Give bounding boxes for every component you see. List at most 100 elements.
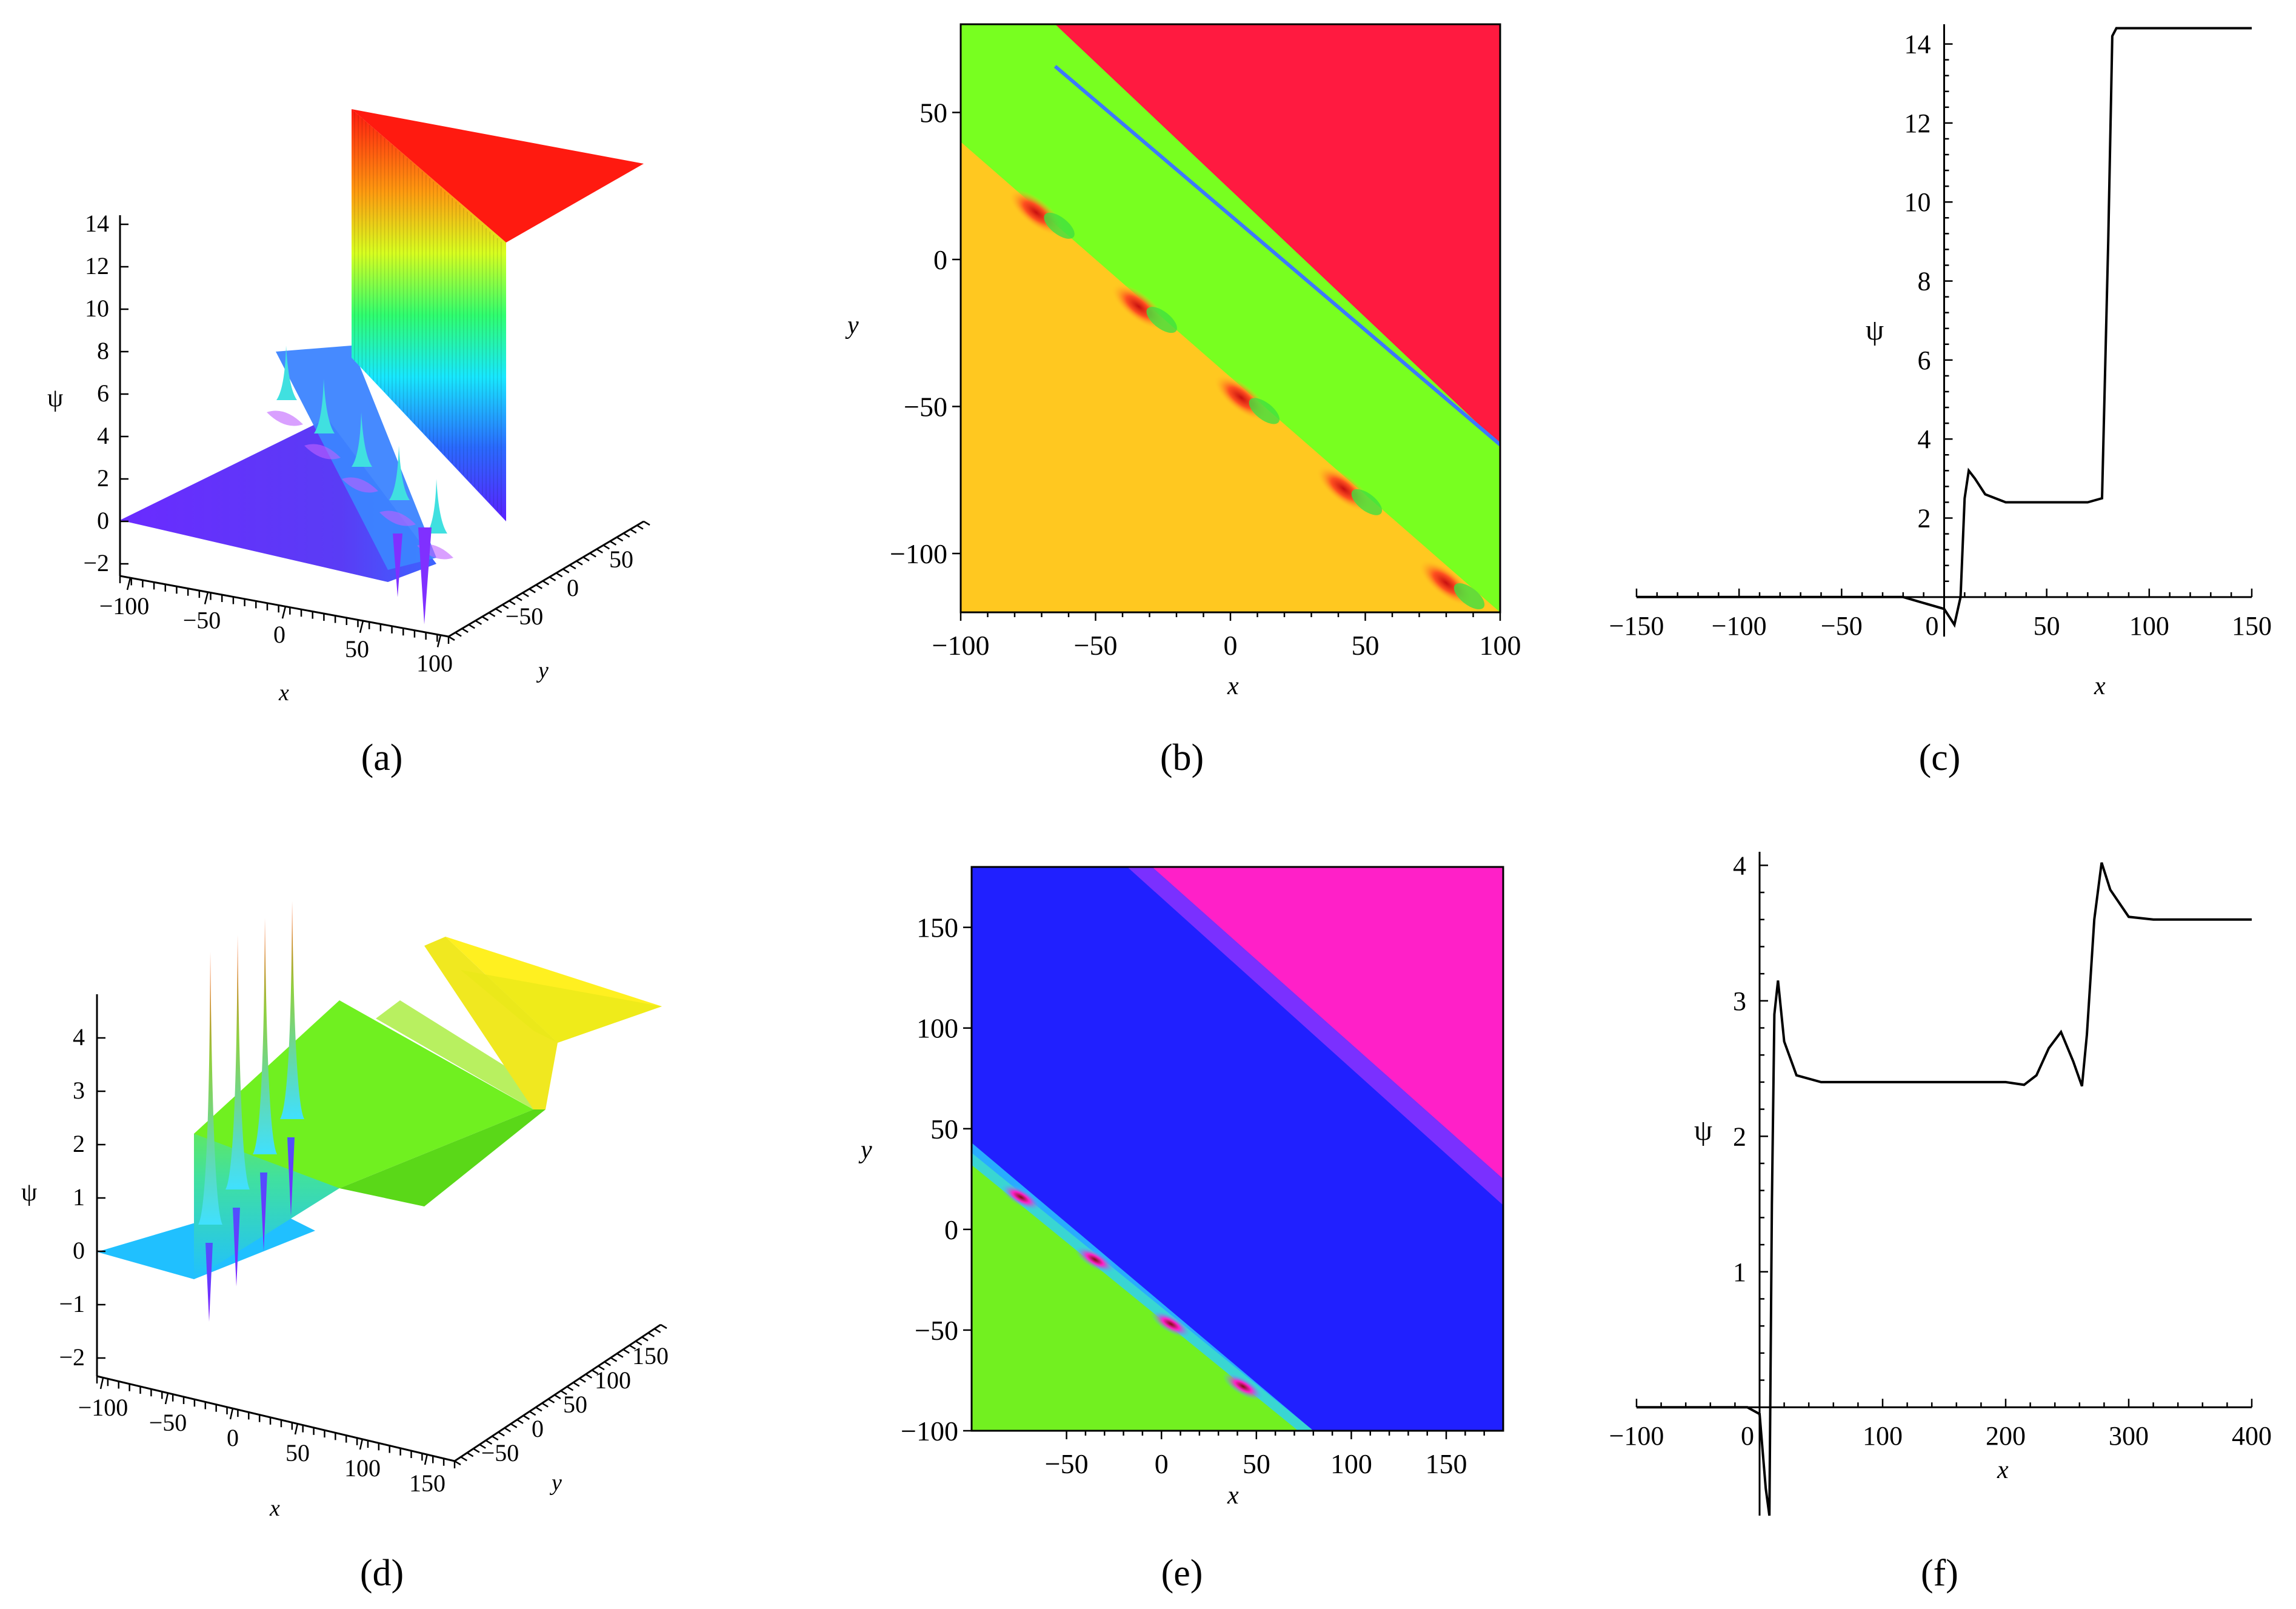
y-minor-tick-d	[473, 1448, 480, 1453]
surface-a-spikes	[267, 346, 453, 624]
x-tick-label-d: 150	[409, 1470, 446, 1497]
heatmap-e-transition-band	[1127, 867, 1503, 1205]
y-tick-label-d: −50	[481, 1439, 519, 1467]
y-minor-tick-a	[535, 584, 542, 589]
surface-a-spike-base	[304, 444, 341, 460]
x-tick-label-c: −100	[1712, 611, 1767, 641]
heatmap-b-defect-shadow	[1044, 212, 1075, 239]
x-tick-label-a: −100	[99, 592, 150, 620]
axis-label-e-x: x	[1227, 1482, 1239, 1510]
x-tick-label-d: 50	[285, 1439, 310, 1467]
y-minor-tick-a	[475, 620, 482, 625]
z-tick-label-a: 8	[97, 337, 109, 364]
x-tick-label-c: 50	[2034, 611, 2060, 641]
y-minor-tick-d	[573, 1382, 580, 1387]
surface-a-spike-base	[267, 410, 303, 426]
y-tick-label-b: 50	[919, 98, 947, 129]
y-minor-tick-a	[616, 537, 624, 542]
surface-a-spike	[276, 346, 297, 400]
x-tick-label-d: −100	[78, 1394, 128, 1421]
x-tick-mark-d	[294, 1423, 299, 1435]
y-minor-tick-a	[529, 588, 536, 594]
x-tick-mark-a	[126, 577, 132, 590]
x-tick-label-e: 50	[1243, 1448, 1270, 1479]
y-tick-label-c: 8	[1918, 267, 1931, 296]
y-minor-tick-d	[522, 1414, 530, 1420]
y-tick-label-d: 150	[632, 1342, 669, 1370]
y-tick-label-f: 4	[1733, 851, 1746, 880]
heatmap-b-defect-shadow	[1146, 307, 1177, 333]
y-minor-tick-a	[448, 635, 455, 641]
x-tick-label-f: 100	[1863, 1421, 1903, 1451]
x-tick-label-b: −50	[1074, 630, 1118, 661]
y-tick-label-a: −50	[506, 603, 544, 630]
y-tick-label-b: −50	[904, 392, 947, 423]
y-minor-tick-a	[515, 596, 522, 601]
x-tick-label-d: 0	[227, 1424, 239, 1451]
x-tick-label-b: 50	[1352, 630, 1380, 661]
surface-d-plateau	[194, 1000, 533, 1188]
surface-d-plateau-right	[339, 1109, 546, 1206]
z-tick-label-d: 4	[73, 1023, 85, 1051]
y-minor-tick-d	[610, 1357, 618, 1362]
line-f-psi	[1637, 862, 2252, 1516]
y-minor-tick-d	[485, 1439, 493, 1445]
y-tick-label-d: 100	[595, 1366, 631, 1394]
z-tick-label-a: 6	[97, 380, 109, 407]
y-minor-tick-d	[585, 1373, 593, 1379]
surface-d-spike	[253, 918, 277, 1154]
panel-a-surface-plot: −2 0 2 4 6 8 10 12 14 −100 −50 0 50 100 −50 0 50 ψ x y	[47, 109, 650, 706]
surface-a-spike-base	[379, 510, 416, 526]
y-minor-tick-d	[516, 1419, 524, 1424]
x-tick-label-f: −100	[1609, 1421, 1664, 1451]
heatmap-e-edge-glow	[972, 1143, 1313, 1431]
x-tick-label-d: 100	[344, 1454, 381, 1482]
y-minor-tick-d	[566, 1386, 574, 1391]
caption-a: (a)	[361, 737, 403, 778]
y-minor-tick-a	[569, 564, 576, 570]
surface-d-spike	[225, 935, 250, 1189]
surface-d-spike	[280, 901, 304, 1119]
y-minor-tick-a	[582, 556, 590, 562]
y-tick-label-e: 100	[916, 1013, 958, 1044]
y-minor-tick-d	[535, 1407, 542, 1412]
y-tick-label-d: 0	[532, 1415, 544, 1442]
y-minor-tick-d	[579, 1377, 586, 1383]
y-minor-tick-a	[596, 548, 603, 554]
x-tick-label-e: 150	[1426, 1448, 1467, 1479]
heatmap-e-high-region	[1152, 867, 1503, 1179]
z-tick-label-a: 0	[97, 507, 109, 534]
heatmap-b-high-region	[1041, 24, 1500, 445]
y-minor-tick-a	[542, 580, 550, 586]
y-tick-label-e: −100	[901, 1416, 958, 1447]
z-tick-label-d: 2	[73, 1130, 85, 1157]
x-tick-label-e: 0	[1155, 1448, 1169, 1479]
surface-a-spike	[389, 446, 410, 500]
panel-e-density-plot: −50 0 50 100 150 150 100 50 0 −50 −100 x y	[858, 866, 1504, 1510]
y-minor-tick-d	[547, 1398, 555, 1403]
axis-label-b-y: y	[845, 312, 859, 340]
y-minor-tick-a	[602, 544, 610, 550]
axis-label-a-z: ψ	[47, 384, 63, 412]
heatmap-e-defect	[1000, 1183, 1042, 1211]
x-tick-label-b: 0	[1224, 630, 1238, 661]
y-minor-tick-d	[460, 1456, 467, 1462]
y-minor-tick-a	[481, 616, 489, 621]
y-minor-tick-d	[498, 1431, 505, 1437]
x-tick-label-f: 200	[1986, 1421, 2026, 1451]
panel-c-line-plot: −150 −100 −50 0 50 100 150 2 4 6 8 10 12 14 x ψ	[1609, 24, 2272, 700]
panel-b-density-plot: −100 −50 0 50 100 50 0 −50 −100 x y	[845, 23, 1521, 700]
z-tick-label-a: 2	[97, 464, 109, 492]
x-tick-label-f: 0	[1741, 1421, 1754, 1451]
axis-label-d-y: y	[549, 1470, 562, 1496]
y-minor-tick-a	[609, 540, 617, 546]
x-tick-label-b: −100	[932, 630, 990, 661]
surface-a-spike	[352, 412, 372, 467]
caption-f: (f)	[1921, 1553, 1958, 1594]
y-minor-tick-d	[629, 1345, 636, 1350]
y-minor-tick-a	[556, 572, 563, 578]
x-tick-label-a: −50	[183, 607, 221, 634]
x-tick-mark-d	[99, 1377, 104, 1390]
